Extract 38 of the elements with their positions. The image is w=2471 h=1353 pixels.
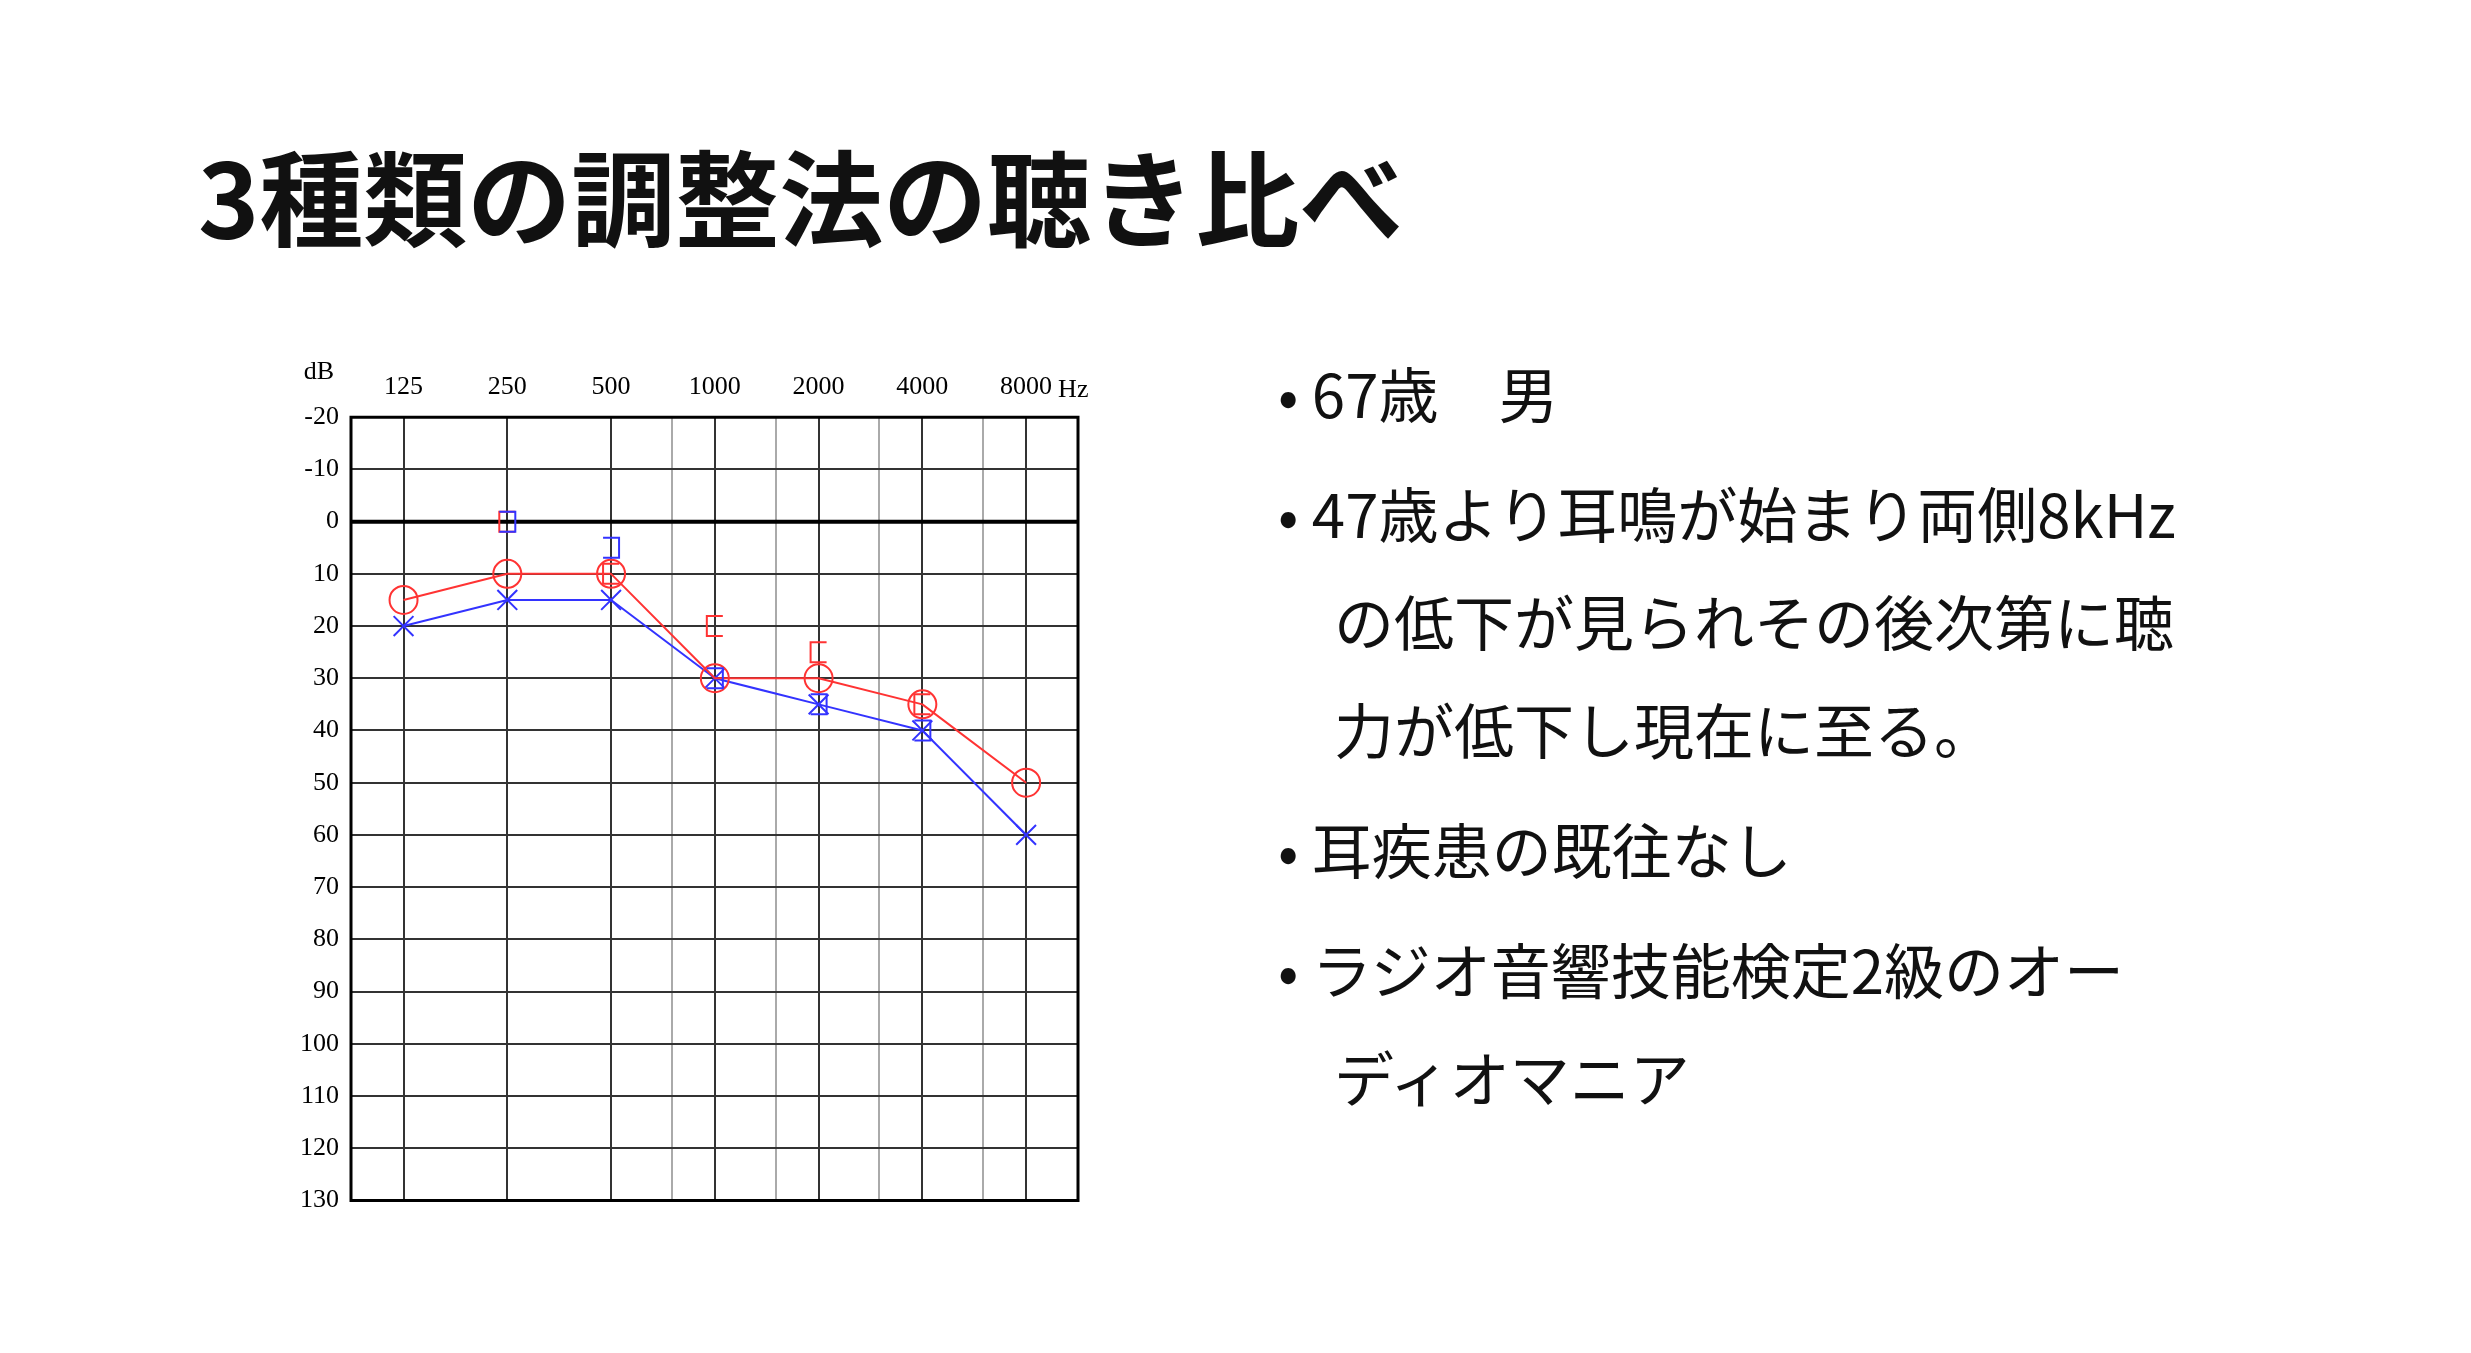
y-axis-title: dB xyxy=(303,356,335,386)
y-tick-label: -10 xyxy=(304,453,339,483)
text: • 耳疾患の既往なし xyxy=(1278,803,1793,893)
point xyxy=(1015,824,1038,846)
y-tick-label: 70 xyxy=(313,870,339,900)
y-tick-label: 120 xyxy=(300,1132,339,1162)
y-tick-label: -20 xyxy=(304,401,339,431)
y-tick-label: 90 xyxy=(313,975,339,1005)
x-tick-label: 250 xyxy=(487,371,527,401)
x-tick-label: 500 xyxy=(591,371,631,401)
y-tick-label: 10 xyxy=(313,557,339,587)
x-axis-title: Hz xyxy=(1058,374,1089,404)
point xyxy=(496,589,519,611)
y-tick-label: 40 xyxy=(313,714,339,744)
point xyxy=(388,584,419,615)
x-tick-label: 8000 xyxy=(1000,371,1053,401)
point xyxy=(492,558,523,589)
x-tick-label: 125 xyxy=(384,371,424,401)
x-tick-label: 4000 xyxy=(896,371,949,401)
x-tick-label: 1000 xyxy=(688,371,741,401)
y-tick-label: 0 xyxy=(326,505,339,535)
y-tick-label: 20 xyxy=(313,609,339,639)
chart-title: 3種類の調整法の聴き比べ xyxy=(198,118,1404,269)
text: • 47歳より耳鳴が始まり両側8kHzの低下が見られその後次第に聴力が低下し現在に至る。 xyxy=(1278,467,2177,773)
y-tick-label: 100 xyxy=(300,1027,339,1057)
x-tick-label: 2000 xyxy=(792,371,845,401)
y-tick-label: 50 xyxy=(313,766,339,796)
point xyxy=(600,589,622,611)
text: • 67歳 男 xyxy=(1278,347,1560,437)
y-tick-label: 80 xyxy=(313,923,339,953)
y-tick-label: 130 xyxy=(300,1184,339,1214)
y-tick-label: 30 xyxy=(313,662,339,692)
text: • ラジオ音響技能検定2級のオーディオマニア xyxy=(1278,923,2125,1121)
point xyxy=(1011,767,1042,798)
y-tick-label: 60 xyxy=(313,818,339,848)
point xyxy=(803,663,834,694)
y-tick-label: 110 xyxy=(300,1079,339,1109)
point xyxy=(392,615,415,637)
